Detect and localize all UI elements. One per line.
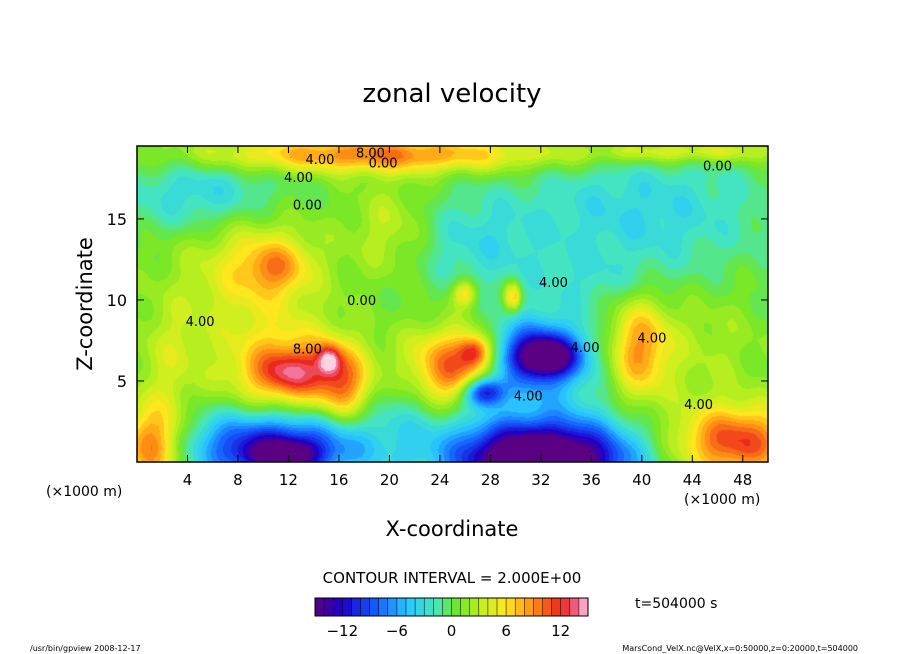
x-tick-label-16: 16	[329, 471, 348, 489]
contour-interval: CONTOUR INTERVAL = 2.000E+00	[323, 569, 582, 587]
x-tick-label-48: 48	[733, 471, 752, 489]
colorbar-segment-17	[469, 598, 480, 616]
y-axis-label: Z-coordinate	[73, 237, 97, 371]
footer-right: MarsCond_VelX.nc@VelX,x=0:50000,z=0:2000…	[622, 644, 858, 653]
colorbar-segment-20	[497, 598, 507, 616]
colorbar-segment-1	[324, 598, 334, 616]
x-unit-right: (×1000 m)	[684, 492, 760, 508]
contour-label-4: 0.00	[293, 198, 322, 213]
colorbar-tick-label-0: −12	[326, 622, 358, 640]
colorbar-segment-12	[424, 598, 434, 616]
colorbar-segment-0	[315, 598, 325, 616]
x-tick-label-28: 28	[481, 471, 500, 489]
contour-label-9: 4.00	[571, 341, 600, 356]
contour-label-1: 4.00	[306, 153, 335, 168]
y-axis-ticks: 5 10 15	[107, 210, 768, 391]
y-tick-label-15: 15	[107, 210, 127, 229]
plot-area: 8.00 4.00 0.00 4.00 0.00 0.00 4.00 4.00 8.00 4.00…	[136, 145, 769, 463]
colorbar-segment-16	[460, 598, 471, 616]
x-tick-label-40: 40	[632, 471, 651, 489]
colorbar-segment-19	[487, 598, 498, 616]
colorbar-segment-6	[369, 598, 380, 616]
x-axis-label: X-coordinate	[386, 517, 519, 541]
colorbar-segment-13	[433, 598, 443, 616]
colorbar-segment-18	[478, 598, 489, 616]
time-label: t=504000 s	[635, 596, 717, 612]
x-tick-label-44: 44	[683, 471, 702, 489]
colorbar-segment-3	[342, 598, 352, 616]
colorbar-segment-2	[333, 598, 343, 616]
colorbar-segment-22	[515, 598, 525, 616]
y-tick-label-10: 10	[107, 291, 127, 310]
x-unit-left: (×1000 m)	[46, 484, 122, 500]
colorbar-segment-8	[387, 598, 398, 616]
contour-labels: 8.00 4.00 0.00 4.00 0.00 0.00 4.00 4.00 8.00 4.00…	[186, 147, 732, 413]
contour-label-0: 8.00	[356, 147, 385, 162]
colorbar-segment-15	[451, 598, 462, 616]
colorbar-tick-label-4: 12	[551, 622, 570, 640]
x-tick-label-12: 12	[279, 471, 298, 489]
contour-label-11: 4.00	[637, 331, 666, 346]
colorbar	[315, 598, 589, 616]
x-tick-label-4: 4	[183, 471, 193, 489]
colorbar-segment-7	[378, 598, 389, 616]
colorbar-segment-5	[360, 598, 371, 616]
contour-label-12: 4.00	[684, 398, 713, 413]
colorbar-ticks: −12 −6 0 6 12	[326, 622, 570, 640]
contour-label-13: 0.00	[703, 160, 732, 175]
colorbar-segment-29	[578, 598, 589, 616]
contour-label-5: 0.00	[347, 294, 376, 309]
colorbar-segment-25	[542, 598, 553, 616]
colorbar-segment-21	[506, 598, 516, 616]
colorbar-segment-14	[442, 598, 453, 616]
footer-left: /usr/bin/gpview 2008-12-17	[30, 644, 141, 653]
x-tick-label-32: 32	[531, 471, 550, 489]
heatmap-canvas	[137, 146, 768, 462]
x-tick-label-36: 36	[582, 471, 601, 489]
contour-label-8: 8.00	[293, 343, 322, 358]
x-tick-label-20: 20	[380, 471, 399, 489]
colorbar-segment-10	[406, 598, 416, 616]
colorbar-segment-23	[524, 598, 534, 616]
x-axis-ticks: 4 8 12 16 20 24 28 32 36 40 44 48	[183, 146, 752, 489]
colorbar-tick-label-1: −6	[386, 622, 408, 640]
colorbar-frame	[314, 597, 589, 617]
x-tick-label-24: 24	[430, 471, 449, 489]
colorbar-segment-28	[569, 598, 580, 616]
x-tick-label-8: 8	[233, 471, 243, 489]
colorbar-segment-9	[396, 598, 407, 616]
colorbar-tick-label-3: 6	[501, 622, 511, 640]
colorbar-segment-11	[415, 598, 425, 616]
colorbar-segment-26	[551, 598, 562, 616]
colorbar-tick-label-2: 0	[447, 622, 457, 640]
chart-title: zonal velocity	[362, 79, 541, 109]
contour-label-7: 4.00	[186, 315, 215, 330]
y-tick-label-5: 5	[117, 372, 127, 391]
contour-label-10: 4.00	[514, 390, 543, 405]
contour-label-3: 4.00	[284, 171, 313, 186]
plot-frame	[136, 145, 769, 463]
contour-label-2: 0.00	[369, 156, 398, 171]
colorbar-segment-27	[560, 598, 571, 616]
colorbar-segment-24	[533, 598, 544, 616]
colorbar-segment-4	[351, 598, 362, 616]
contour-label-6: 4.00	[539, 276, 568, 291]
